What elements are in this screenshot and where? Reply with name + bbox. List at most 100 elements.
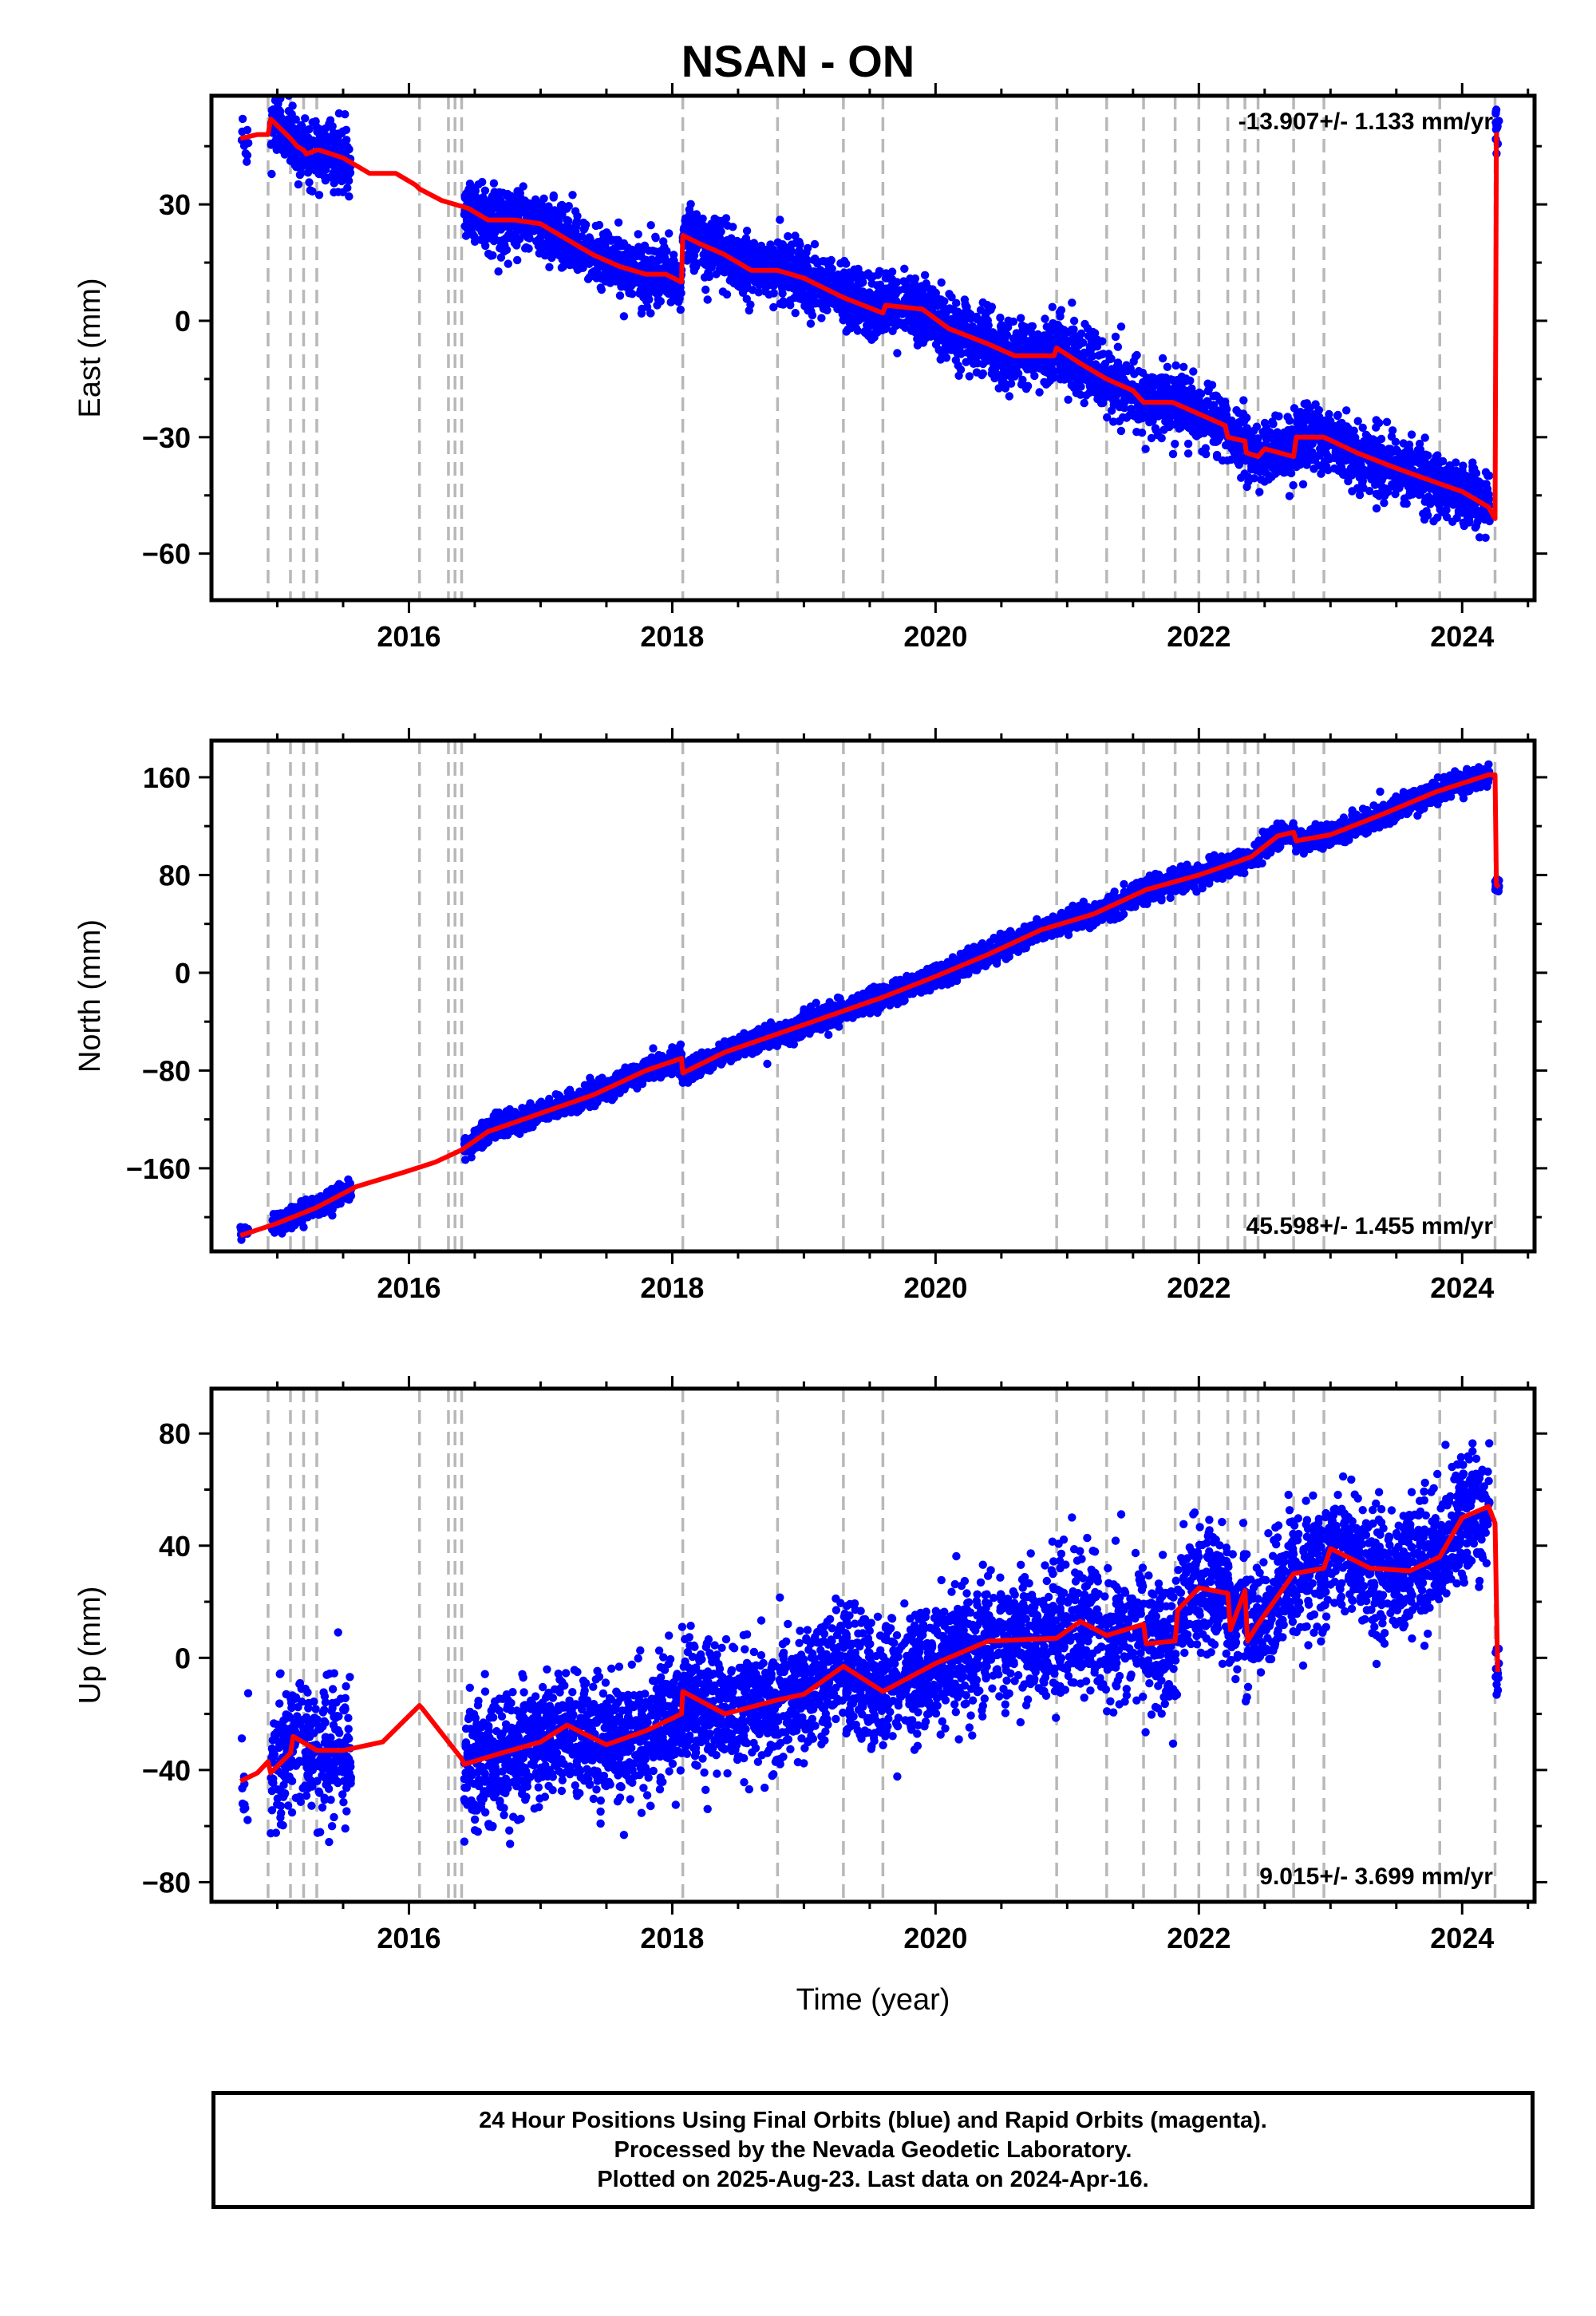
data-point: [1171, 361, 1180, 370]
data-point: [1353, 484, 1362, 492]
data-point: [463, 224, 472, 233]
data-point: [267, 82, 275, 90]
data-point: [1290, 404, 1299, 413]
data-point: [1358, 423, 1367, 433]
data-point: [791, 309, 800, 318]
data-point: [238, 114, 247, 124]
data-point: [670, 257, 678, 266]
data-point: [1258, 428, 1267, 437]
data-point: [704, 267, 713, 277]
data-point: [1029, 345, 1038, 354]
data-point: [1276, 456, 1285, 465]
data-point: [1468, 485, 1477, 495]
data-point: [867, 331, 877, 341]
data-point: [947, 293, 956, 302]
data-point: [547, 235, 557, 244]
data-point: [278, 138, 287, 147]
data-point: [1333, 410, 1342, 420]
data-point: [1382, 417, 1392, 426]
data-point: [1266, 433, 1276, 442]
data-point: [887, 282, 896, 291]
data-point: [703, 295, 712, 304]
data-point: [501, 210, 511, 219]
data-point: [243, 157, 251, 166]
data-point: [1279, 433, 1289, 441]
data-point: [859, 292, 868, 301]
data-point: [1098, 337, 1107, 346]
data-point: [1419, 456, 1428, 465]
data-point: [1325, 409, 1333, 419]
data-point: [686, 229, 695, 238]
data-point: [640, 241, 650, 250]
data-point: [962, 358, 970, 366]
data-point: [1343, 432, 1352, 441]
data-point: [662, 247, 671, 255]
data-point: [1395, 484, 1404, 492]
data-point: [1317, 469, 1325, 478]
data-point: [1075, 374, 1084, 383]
data-point: [892, 278, 902, 287]
data-point: [746, 259, 755, 268]
data-point: [1402, 500, 1411, 508]
data-point: [1198, 447, 1207, 456]
data-point: [1211, 391, 1220, 400]
data-point: [585, 255, 594, 263]
event-lines: [267, 96, 1497, 600]
data-point: [983, 350, 992, 359]
data-point: [481, 241, 490, 251]
data-point: [1139, 377, 1148, 387]
data-point: [1145, 393, 1154, 402]
data-point: [1122, 413, 1132, 422]
data-point: [239, 141, 249, 150]
data-point: [506, 234, 515, 243]
data-point: [1256, 475, 1266, 484]
data-point: [1196, 418, 1205, 427]
data-point: [1289, 480, 1298, 490]
data-point: [1471, 523, 1480, 532]
data-point: [1132, 350, 1141, 360]
data-point: [1464, 518, 1474, 527]
data-point: [709, 259, 717, 268]
data-point: [875, 267, 884, 275]
data-point: [643, 261, 652, 270]
data-point: [305, 178, 314, 187]
data-point: [1163, 362, 1172, 371]
data-point: [479, 234, 488, 243]
data-point: [1030, 371, 1039, 381]
data-point: [715, 227, 725, 235]
data-point: [1416, 488, 1425, 497]
data-point: [1377, 468, 1386, 476]
data-point: [700, 257, 709, 266]
data-point: [1314, 461, 1323, 470]
data-point: [545, 263, 554, 271]
data-point: [573, 265, 583, 275]
data-point: [1021, 362, 1030, 372]
data-point: [1357, 443, 1366, 453]
data-point: [1035, 388, 1044, 397]
data-point: [301, 114, 310, 123]
data-point: [340, 163, 349, 172]
data-point: [1156, 373, 1165, 382]
data-point: [1103, 413, 1112, 422]
data-point: [1334, 466, 1343, 475]
data-point: [681, 214, 690, 223]
data-point: [1323, 452, 1333, 460]
data-point: [978, 359, 988, 369]
data-point: [689, 248, 697, 257]
data-point: [945, 334, 954, 344]
data-point: [1001, 371, 1009, 381]
data-point: [1393, 447, 1402, 456]
data-point: [1207, 381, 1217, 389]
data-point: [822, 291, 831, 301]
data-point: [635, 249, 644, 258]
data-point: [316, 130, 325, 139]
data-point: [1324, 465, 1333, 475]
data-point: [839, 315, 847, 325]
data-point: [1355, 491, 1365, 500]
data-point: [692, 210, 701, 219]
data-point: [1476, 488, 1486, 496]
data-point: [1037, 339, 1045, 348]
data-point: [891, 315, 901, 325]
data-point: [1068, 298, 1077, 307]
